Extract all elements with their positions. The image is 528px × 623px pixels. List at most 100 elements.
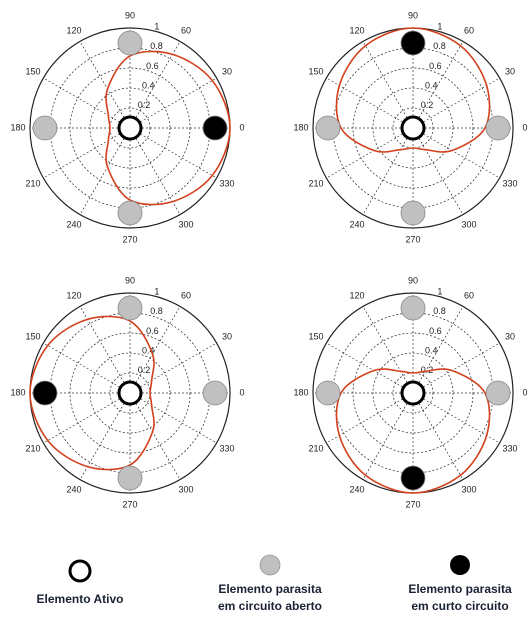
legend-label: Elemento Ativo: [37, 592, 124, 606]
r-tick-label: 1: [437, 287, 442, 297]
legend-short: [450, 555, 470, 575]
r-tick-label: 0.2: [421, 100, 434, 110]
parasitic-element: [485, 380, 511, 406]
spoke: [129, 392, 181, 480]
theta-tick-label: 240: [349, 484, 364, 494]
legend-active: [68, 559, 92, 583]
r-tick-label: 0.4: [142, 345, 155, 355]
theta-tick-label: 60: [464, 25, 474, 35]
spoke: [412, 127, 500, 179]
r-tick-label: 1: [437, 22, 442, 32]
theta-tick-label: 300: [178, 484, 193, 494]
r-tick-label: 0.6: [429, 61, 442, 71]
theta-tick-label: 210: [25, 443, 40, 453]
r-tick-label: 0.6: [146, 61, 159, 71]
theta-tick-label: 300: [461, 219, 476, 229]
spoke: [326, 342, 414, 394]
parasitic-element: [485, 115, 511, 141]
r-tick-label: 0.4: [425, 345, 438, 355]
parasitic-element: [117, 200, 143, 226]
spoke: [129, 127, 217, 179]
spoke: [129, 342, 217, 394]
spoke: [43, 392, 131, 444]
r-tick-label: 0.8: [150, 41, 163, 51]
legend-label: Elemento parasita: [218, 582, 322, 596]
theta-tick-label: 330: [219, 443, 234, 453]
parasitic-element: [400, 200, 426, 226]
theta-tick-label: 270: [122, 234, 137, 244]
r-tick-label: 0.2: [138, 100, 151, 110]
spoke: [412, 392, 464, 480]
spoke: [129, 77, 217, 129]
parasitic-element: [400, 465, 426, 491]
spoke: [412, 392, 500, 444]
r-grid: [352, 332, 474, 454]
r-grid: [109, 107, 151, 149]
r-tick-label: 1: [154, 287, 159, 297]
spoke: [412, 342, 500, 394]
legend-open: [259, 554, 281, 576]
parasitic-element: [400, 295, 426, 321]
theta-tick-label: 210: [25, 178, 40, 188]
r-grid: [352, 67, 474, 189]
r-tick-label: 0.8: [150, 306, 163, 316]
theta-tick-label: 60: [181, 290, 191, 300]
spoke: [362, 127, 414, 215]
r-tick-label: 0.6: [146, 326, 159, 336]
theta-tick-label: 0: [239, 387, 244, 397]
active-element: [117, 115, 143, 141]
theta-tick-label: 210: [308, 178, 323, 188]
theta-tick-label: 30: [222, 331, 232, 341]
spoke: [362, 306, 414, 394]
theta-tick-label: 240: [349, 219, 364, 229]
parasitic-element: [32, 115, 58, 141]
parasitic-element: [32, 380, 58, 406]
theta-tick-label: 330: [502, 443, 517, 453]
spoke: [43, 77, 131, 129]
spoke: [129, 41, 181, 129]
theta-tick-label: 90: [125, 10, 135, 20]
spoke: [326, 392, 414, 444]
theta-tick-label: 330: [502, 178, 517, 188]
r-grid: [89, 87, 171, 169]
spoke: [129, 127, 181, 215]
spoke: [129, 392, 217, 444]
theta-tick-label: 180: [10, 122, 25, 132]
pattern-curve: [105, 50, 231, 206]
r-grid: [89, 352, 171, 434]
theta-tick-label: 180: [293, 387, 308, 397]
theta-tick-label: 30: [505, 331, 515, 341]
theta-tick-label: 30: [222, 66, 232, 76]
pattern-curve: [29, 315, 155, 471]
spoke: [362, 41, 414, 129]
theta-tick-label: 90: [408, 10, 418, 20]
r-tick-label: 0.8: [433, 306, 446, 316]
spoke: [79, 306, 131, 394]
theta-tick-label: 120: [349, 290, 364, 300]
theta-tick-label: 270: [405, 499, 420, 509]
theta-tick-label: 150: [25, 66, 40, 76]
spoke: [326, 127, 414, 179]
r-tick-label: 0.2: [421, 365, 434, 375]
r-tick-label: 1: [154, 22, 159, 32]
theta-tick-label: 150: [308, 331, 323, 341]
parasitic-element: [202, 380, 228, 406]
active-element: [400, 380, 426, 406]
parasitic-element: [315, 380, 341, 406]
legend-label: em curto circuito: [411, 599, 508, 613]
legend-label: Elemento parasita: [408, 582, 512, 596]
theta-tick-label: 270: [122, 499, 137, 509]
theta-tick-label: 0: [239, 122, 244, 132]
spoke: [79, 41, 131, 129]
parasitic-element: [315, 115, 341, 141]
theta-tick-label: 210: [308, 443, 323, 453]
theta-tick-label: 270: [405, 234, 420, 244]
spoke: [326, 77, 414, 129]
theta-tick-label: 150: [25, 331, 40, 341]
r-tick-label: 0.8: [433, 41, 446, 51]
pattern-curve: [335, 368, 491, 494]
r-grid: [392, 107, 434, 149]
theta-tick-label: 180: [293, 122, 308, 132]
theta-tick-label: 150: [308, 66, 323, 76]
